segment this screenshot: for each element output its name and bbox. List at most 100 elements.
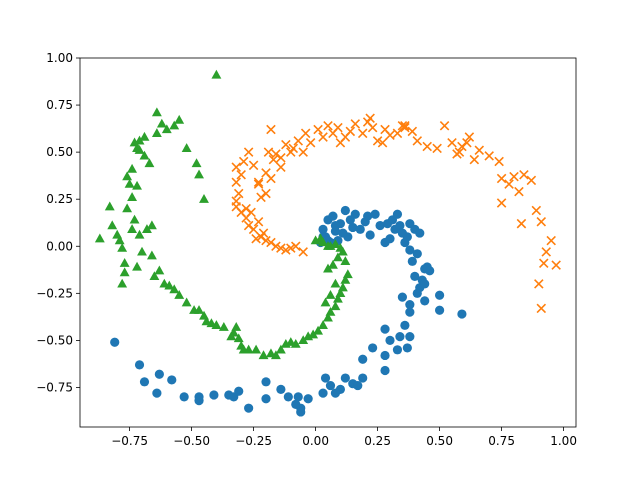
x-point [243,220,254,231]
x-point [541,247,552,257]
y-tick-label: 0.75 [46,98,73,112]
triangle-point [122,203,133,213]
circle-point [457,309,467,319]
triangle-point [325,306,336,316]
circle-point [139,377,150,387]
triangle-point [181,297,192,307]
circle-point [405,332,415,342]
x-point [536,303,547,314]
x-point [263,147,274,157]
x-point [231,177,242,188]
x-point [400,122,410,133]
triangle-point [313,325,324,335]
triangle-point [323,241,333,250]
triangle-point [132,261,142,271]
circle-point [320,373,331,383]
y-tick-label: 0.25 [46,192,73,206]
triangle-point [139,150,150,160]
triangle-point [323,312,333,322]
triangle-point [335,288,346,297]
triangle-point [218,322,229,331]
circle-point [405,307,415,317]
circle-point [407,256,417,266]
triangle-point [337,282,348,292]
x-point [474,145,485,156]
x-point [276,153,286,163]
circle-point [395,220,405,231]
triangle-point [134,229,145,239]
circle-point [385,335,395,345]
x-tick-label: −0.25 [235,434,272,448]
x-point [365,113,375,124]
triangle-point [174,290,185,299]
x-point [243,147,254,157]
x-point [494,156,504,167]
circle-point [420,296,430,306]
x-tick-label: 0.25 [364,434,391,448]
circle-point [380,350,390,361]
triangle-point [194,169,204,179]
x-point [367,122,378,133]
triangle-point [340,274,351,284]
x-point [236,169,246,180]
x-point [457,141,467,152]
triangle-point [169,284,180,294]
circle-point [152,388,162,398]
circle-point [209,390,219,400]
circle-point [358,373,368,383]
circle-point [325,380,336,391]
circle-point [392,209,403,219]
triangle-point [122,171,133,181]
circle-point [179,392,189,402]
circle-point [318,388,328,398]
triangle-point [154,265,165,275]
circle-point [303,394,313,404]
circle-point [375,220,385,231]
y-tick-label: 0.00 [46,239,73,253]
triangle-point [228,327,239,337]
x-point [462,137,472,148]
x-tick-label: 0.50 [426,434,453,448]
x-point [531,205,542,216]
triangle-point [142,224,152,233]
x-point [298,147,308,157]
circle-point [283,392,293,402]
x-point [546,235,556,246]
triangle-point [117,278,128,288]
triangle-point [146,220,157,230]
triangle-point [328,259,338,269]
x-tick-label: 0.00 [302,434,329,448]
circle-point [340,205,350,216]
x-point [519,169,529,180]
x-point [392,128,403,139]
triangle-point [151,107,162,117]
x-point [253,217,264,227]
x-point [253,179,264,189]
triangle-point [298,335,309,345]
x-point [400,121,410,131]
triangle-point [323,263,333,273]
x-point [231,162,242,172]
circle-point [380,324,390,334]
x-point [514,186,524,197]
circle-point [368,343,378,353]
x-point [372,136,383,146]
y-tick-label: 1.00 [46,51,73,65]
x-point [251,233,261,244]
circle-point [435,305,445,315]
triangle-point [330,278,341,288]
triangle-point [146,250,157,260]
x-point [290,241,301,252]
x-point [248,160,259,171]
x-point [271,149,281,159]
x-point [357,128,368,139]
circle-point [345,215,355,225]
triangle-point [104,201,115,211]
circle-point [348,222,358,233]
triangle-point [127,192,138,201]
x-point [469,154,480,165]
x-point [538,258,549,268]
circle-point [370,209,380,219]
x-point [432,143,442,154]
